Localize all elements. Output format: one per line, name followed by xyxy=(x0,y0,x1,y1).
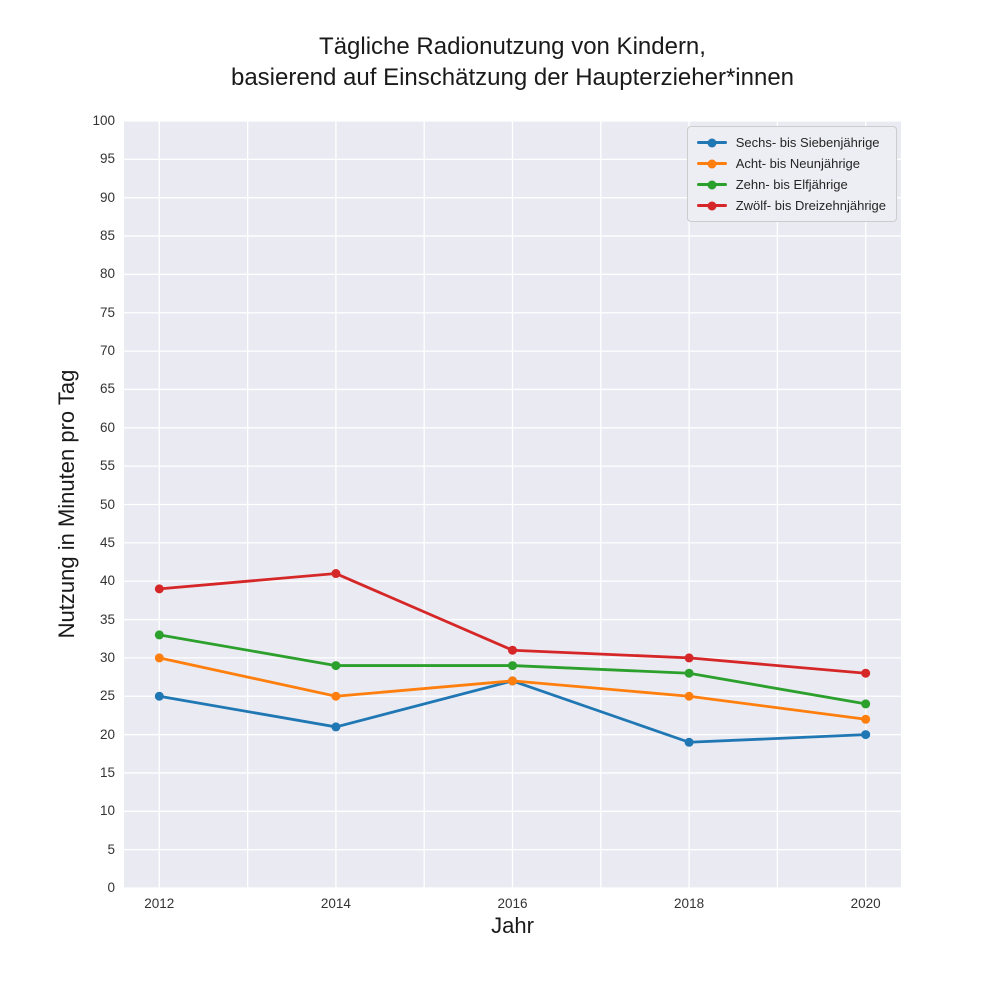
y-tick-label: 10 xyxy=(99,803,115,819)
data-point xyxy=(508,676,517,686)
legend: Sechs- bis Siebenjährige Acht- bis Neunj… xyxy=(686,126,897,222)
x-tick-label: 2016 xyxy=(497,896,528,911)
y-tick-label: 50 xyxy=(99,496,115,512)
y-tick-label: 0 xyxy=(107,880,115,895)
y-tick-label: 20 xyxy=(99,726,115,742)
data-point xyxy=(684,668,694,678)
y-tick-label: 40 xyxy=(99,573,115,589)
legend-label: Zehn- bis Elfjährige xyxy=(735,177,848,192)
data-point xyxy=(684,653,694,663)
legend-label: Acht- bis Neunjährige xyxy=(735,156,861,171)
legend-label: Sechs- bis Siebenjährige xyxy=(735,135,880,150)
data-point xyxy=(861,668,871,678)
y-tick-label: 95 xyxy=(99,151,115,167)
y-tick-label: 45 xyxy=(99,534,115,550)
y-tick-label: 30 xyxy=(99,649,115,665)
y-tick-label: 65 xyxy=(99,381,115,397)
plot-area: Sechs- bis Siebenjährige Acht- bis Neunj… xyxy=(124,121,901,888)
legend-line-marker-icon xyxy=(696,179,727,190)
legend-label: Zwölf- bis Dreizehnjährige xyxy=(735,198,886,213)
line-chart-svg xyxy=(124,121,901,888)
x-axis-label: Jahr xyxy=(491,913,534,938)
data-point xyxy=(861,714,871,724)
data-point xyxy=(331,722,341,732)
y-tick-label: 80 xyxy=(99,266,115,282)
y-tick-label: 35 xyxy=(99,611,115,627)
data-point xyxy=(154,691,164,701)
y-tick-label: 90 xyxy=(99,189,115,205)
legend-entry: Sechs- bis Siebenjährige xyxy=(696,134,886,151)
chart-title-line1: Tägliche Radionutzung von Kindern, xyxy=(319,33,706,60)
y-tick-label: 25 xyxy=(99,688,115,704)
data-point xyxy=(684,737,694,747)
y-tick-label: 5 xyxy=(107,841,115,857)
chart-title-line2: basierend auf Einschätzung der Haupterzi… xyxy=(230,64,795,91)
x-tick-label: 2014 xyxy=(320,896,351,911)
data-point xyxy=(861,699,871,709)
data-point xyxy=(331,661,341,671)
data-point xyxy=(684,691,694,701)
legend-entry: Zwölf- bis Dreizehnjährige xyxy=(696,197,886,214)
y-tick-label: 15 xyxy=(99,764,115,780)
y-tick-label: 85 xyxy=(99,228,115,244)
y-tick-label: 70 xyxy=(99,343,115,359)
data-point xyxy=(861,730,871,740)
legend-line-marker-icon xyxy=(696,137,727,148)
legend-entry: Zehn- bis Elfjährige xyxy=(696,176,886,193)
legend-entry: Acht- bis Neunjährige xyxy=(696,155,886,172)
data-point xyxy=(154,630,164,640)
data-point xyxy=(154,584,164,594)
data-point xyxy=(154,653,164,663)
data-point xyxy=(508,645,517,655)
y-tick-label: 60 xyxy=(99,419,115,435)
legend-line-marker-icon xyxy=(696,200,727,211)
data-point xyxy=(331,691,341,701)
x-tick-label: 2018 xyxy=(674,896,705,911)
y-tick-label: 100 xyxy=(92,113,115,128)
data-point xyxy=(331,569,341,579)
x-tick-label: 2012 xyxy=(144,896,175,911)
y-tick-label: 75 xyxy=(99,304,115,320)
chart-title: Tägliche Radionutzung von Kindern, basie… xyxy=(25,31,1000,93)
data-point xyxy=(508,661,517,671)
legend-line-marker-icon xyxy=(696,158,727,169)
x-tick-label: 2020 xyxy=(850,896,881,911)
y-tick-label: 55 xyxy=(99,458,115,474)
